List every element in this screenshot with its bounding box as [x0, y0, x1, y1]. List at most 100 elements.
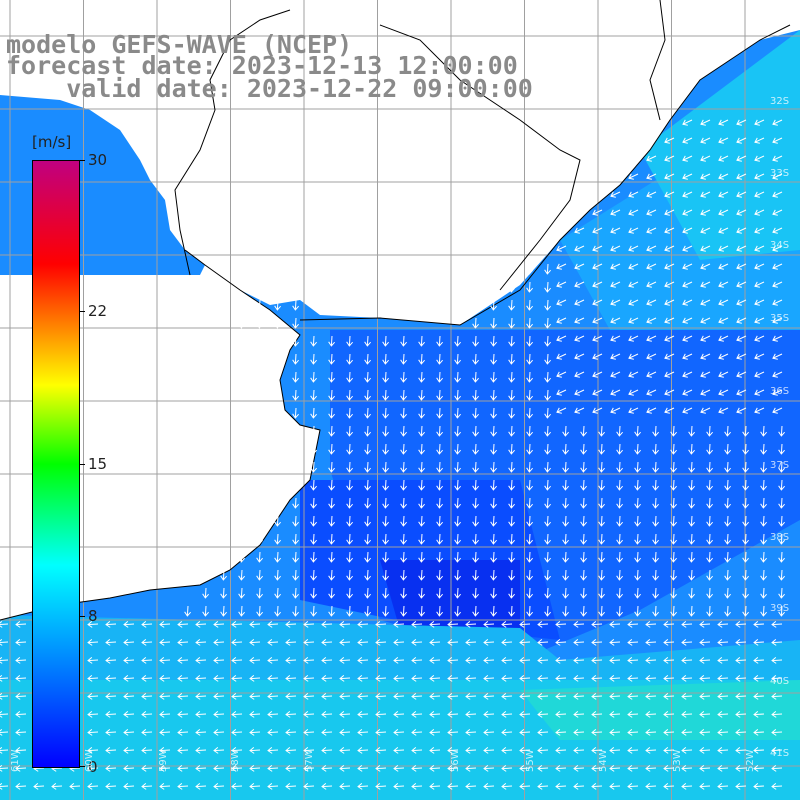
- wind-arrow-head: [429, 711, 435, 718]
- wind-arrow: [294, 317, 297, 329]
- wind-arrow-head: [364, 413, 371, 419]
- wind-arrow-head: [472, 323, 479, 329]
- wind-arrow: [438, 425, 441, 437]
- wind-arrow: [348, 461, 351, 473]
- wind-arrow: [105, 677, 117, 680]
- wind-arrow: [375, 731, 387, 734]
- wind-arrow: [492, 551, 495, 563]
- wind-arrow: [762, 587, 765, 599]
- wind-arrow-head: [447, 621, 453, 628]
- wind-arrow: [771, 749, 783, 752]
- wind-arrow-head: [682, 191, 688, 198]
- wind-arrow-head: [717, 747, 723, 754]
- wind-arrow: [105, 623, 117, 626]
- wind-arrow: [546, 533, 549, 545]
- wind-arrow: [700, 389, 711, 395]
- wind-arrow-head: [465, 639, 471, 646]
- wind-arrow-head: [285, 765, 291, 772]
- wind-arrow-head: [526, 377, 533, 383]
- wind-arrow-head: [735, 711, 741, 718]
- wind-arrow: [249, 695, 261, 698]
- wind-arrow-head: [508, 485, 515, 491]
- wind-arrow: [492, 407, 495, 419]
- wind-arrow: [276, 299, 279, 311]
- wind-arrow-head: [537, 693, 543, 700]
- wind-arrow-head: [400, 395, 407, 401]
- wind-arrow-head: [447, 639, 453, 646]
- wind-arrow-head: [544, 395, 551, 401]
- wind-arrow: [682, 299, 693, 305]
- wind-arrow-head: [195, 657, 201, 664]
- wind-arrow: [276, 587, 279, 599]
- wind-arrow-head: [177, 747, 183, 754]
- wind-arrow-head: [670, 449, 677, 455]
- wind-arrow: [609, 695, 621, 698]
- wind-arrow: [87, 623, 99, 626]
- wind-arrow-head: [303, 693, 309, 700]
- wind-arrow: [717, 623, 729, 626]
- wind-arrow: [556, 245, 567, 251]
- wind-arrow-head: [310, 449, 317, 455]
- wind-arrow-head: [699, 747, 705, 754]
- wind-arrow-head: [592, 281, 598, 288]
- wind-arrow-head: [339, 711, 345, 718]
- wind-arrow-head: [159, 621, 165, 628]
- wind-arrow-head: [285, 747, 291, 754]
- model-title: modelo GEFS-WAVE (NCEP): [6, 30, 353, 59]
- wind-arrow: [663, 785, 675, 788]
- wind-arrow-head: [267, 783, 273, 790]
- wind-arrow-head: [663, 783, 669, 790]
- wind-arrow-head: [609, 711, 615, 718]
- wind-arrow-head: [501, 675, 507, 682]
- wind-arrow-head: [310, 503, 317, 509]
- wind-arrow-head: [177, 657, 183, 664]
- wind-arrow: [339, 731, 351, 734]
- wind-arrow-head: [508, 575, 515, 581]
- wind-arrow-head: [292, 593, 299, 599]
- wind-arrow-head: [285, 783, 291, 790]
- wind-arrow-head: [574, 335, 580, 342]
- wind-arrow: [646, 173, 657, 179]
- wind-arrow: [735, 713, 747, 716]
- wind-arrow-head: [490, 575, 497, 581]
- wind-arrow: [609, 623, 621, 626]
- wind-arrow: [574, 317, 585, 323]
- wind-arrow: [672, 497, 675, 509]
- wind-arrow: [123, 713, 135, 716]
- wind-arrow-head: [682, 335, 688, 342]
- wind-arrow-head: [537, 621, 543, 628]
- wind-arrow-head: [490, 467, 497, 473]
- wind-arrow-head: [465, 711, 471, 718]
- wind-arrow-head: [724, 521, 731, 527]
- wind-arrow: [375, 785, 387, 788]
- wind-arrow-head: [772, 227, 778, 234]
- wind-arrow: [609, 749, 621, 752]
- wind-arrow-head: [213, 765, 219, 772]
- wind-arrow-head: [310, 359, 317, 365]
- wind-arrow-head: [742, 449, 749, 455]
- wind-arrow-head: [580, 593, 587, 599]
- wind-arrow-head: [231, 621, 237, 628]
- wind-arrow: [501, 785, 513, 788]
- wind-arrow: [312, 605, 315, 617]
- wind-arrow-head: [754, 407, 760, 414]
- wind-arrow: [627, 785, 639, 788]
- wind-arrow: [312, 569, 315, 581]
- wind-arrow: [573, 641, 585, 644]
- wind-arrow-head: [0, 711, 3, 718]
- wind-arrow: [402, 443, 405, 455]
- wind-arrow-head: [735, 621, 741, 628]
- wind-arrow-head: [573, 747, 579, 754]
- wind-arrow-head: [592, 371, 598, 378]
- wind-arrow: [429, 623, 441, 626]
- wind-arrow-head: [645, 639, 651, 646]
- lat-label: 35S: [770, 313, 790, 324]
- wind-arrow-head: [592, 227, 598, 234]
- wind-arrow: [636, 425, 639, 437]
- wind-arrow: [645, 677, 657, 680]
- wind-arrow-head: [652, 431, 659, 437]
- wind-arrow-head: [772, 173, 778, 180]
- wind-arrow: [591, 713, 603, 716]
- wind-arrow-head: [574, 371, 580, 378]
- wind-arrow: [348, 497, 351, 509]
